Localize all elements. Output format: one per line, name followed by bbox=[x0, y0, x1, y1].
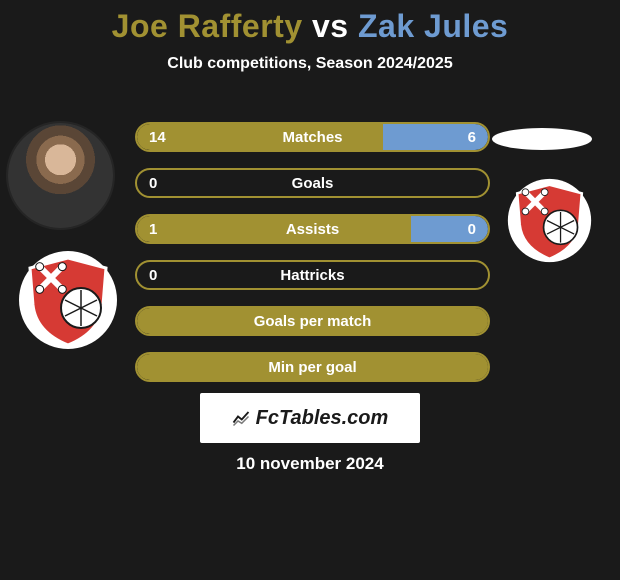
comparison-bars: Matches146Goals0Assists10Hattricks0Goals… bbox=[135, 122, 490, 398]
title-vs: vs bbox=[312, 8, 349, 44]
stat-label: Goals per match bbox=[137, 313, 488, 330]
stat-row: Min per goal bbox=[135, 352, 490, 382]
stat-label: Hattricks bbox=[137, 267, 488, 284]
club-badge-icon bbox=[507, 178, 592, 263]
stat-value-right: 0 bbox=[468, 221, 476, 238]
stat-label: Goals bbox=[137, 175, 488, 192]
club-badge-icon bbox=[18, 250, 118, 350]
date-text: 10 november 2024 bbox=[0, 454, 620, 474]
player1-avatar bbox=[8, 123, 113, 228]
page-title: Joe Rafferty vs Zak Jules bbox=[0, 8, 620, 45]
stat-value-left: 0 bbox=[149, 175, 157, 192]
stat-label: Min per goal bbox=[137, 359, 488, 376]
title-player1: Joe Rafferty bbox=[112, 8, 303, 44]
stat-value-left: 1 bbox=[149, 221, 157, 238]
player2-club-badge bbox=[507, 178, 592, 263]
stat-row: Hattricks0 bbox=[135, 260, 490, 290]
stat-row: Goals per match bbox=[135, 306, 490, 336]
stat-label: Matches bbox=[137, 129, 488, 146]
stat-row: Matches14 6 bbox=[135, 122, 490, 152]
player1-club-badge bbox=[18, 250, 118, 350]
player2-avatar-placeholder bbox=[492, 128, 592, 150]
stat-value-right: 6 bbox=[468, 129, 476, 146]
stat-label: Assists bbox=[137, 221, 488, 238]
brand-text: FcTables.com bbox=[256, 407, 389, 430]
subtitle: Club competitions, Season 2024/2025 bbox=[0, 55, 620, 73]
stat-row: Goals0 bbox=[135, 168, 490, 198]
title-player2: Zak Jules bbox=[358, 8, 508, 44]
stat-row: Assists1 0 bbox=[135, 214, 490, 244]
chart-icon bbox=[232, 409, 250, 427]
stat-value-left: 14 bbox=[149, 129, 166, 146]
brand-logo: FcTables.com bbox=[200, 393, 420, 443]
stat-value-left: 0 bbox=[149, 267, 157, 284]
